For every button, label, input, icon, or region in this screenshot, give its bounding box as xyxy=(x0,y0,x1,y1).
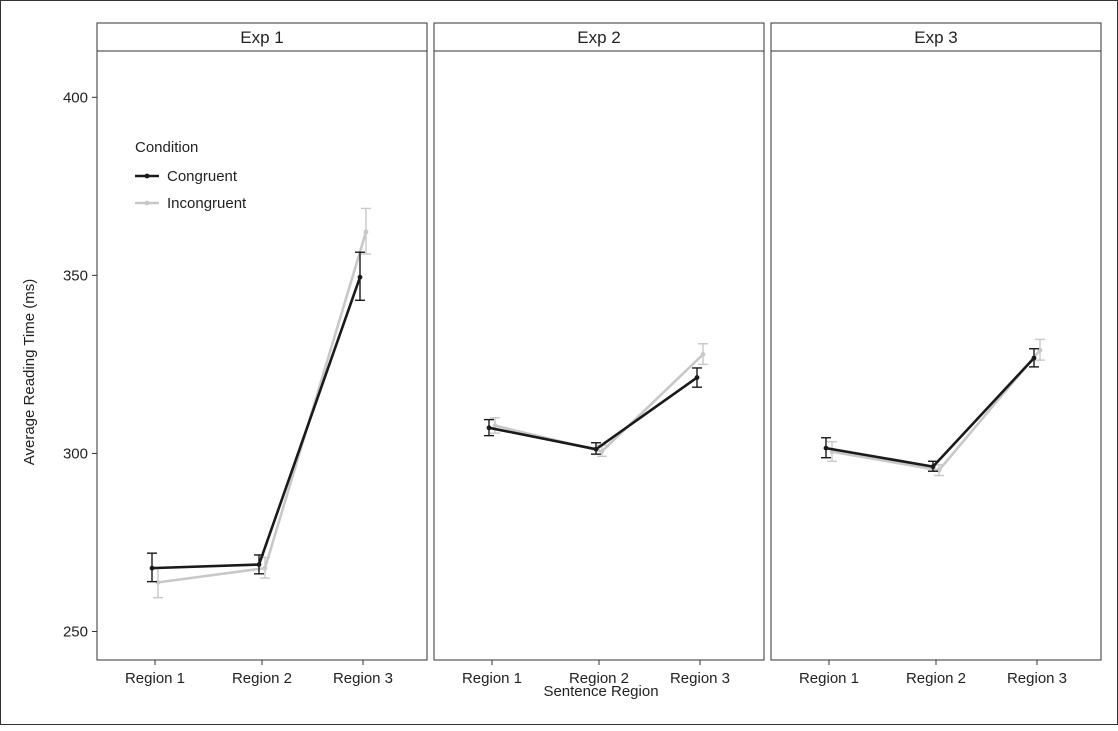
panel-plot-area xyxy=(433,50,765,661)
panel-exp-2: Exp 2 Region 1 Region 2 Region 3 xyxy=(433,22,765,687)
series-line xyxy=(494,353,704,453)
data-point-region-3 xyxy=(357,274,363,280)
x-tick-label-region-1: Region 1 xyxy=(799,670,859,687)
panel-exp-1: Exp 1 Region 1 Region 2 Region 3 xyxy=(96,22,428,687)
series-line xyxy=(157,231,368,584)
x-tick-label-region-1: Region 1 xyxy=(125,670,185,687)
panel-title: Exp 2 xyxy=(577,28,620,47)
y-axis: 250 300 350 400 xyxy=(63,89,97,641)
data-point-region-1 xyxy=(823,445,829,451)
y-tick-label-300: 300 xyxy=(63,445,88,462)
legend-title: Condition xyxy=(135,139,198,156)
data-point-region-3 xyxy=(363,229,369,235)
data-point-region-1 xyxy=(155,579,161,585)
y-tick-label-250: 250 xyxy=(63,624,88,641)
panels-layer: Exp 1 Region 1 Region 2 Region 3 Exp 2 Region… xyxy=(96,22,1102,687)
data-point-region-3 xyxy=(700,352,706,357)
y-tick-label-350: 350 xyxy=(63,267,88,284)
data-point-region-2 xyxy=(262,565,268,571)
x-axis-title: Sentence Region xyxy=(543,683,658,700)
series-congruent xyxy=(821,348,1039,472)
series-incongruent xyxy=(153,207,371,599)
panel-plot-area xyxy=(770,50,1102,661)
y-tick-label-400: 400 xyxy=(63,89,88,106)
data-point-region-2 xyxy=(599,448,605,454)
x-tick-label-region-3: Region 3 xyxy=(670,670,730,687)
x-tick-label-region-1: Region 1 xyxy=(462,670,522,687)
legend-marker-congruent xyxy=(144,173,150,179)
panel-exp-3: Exp 3 Region 1 Region 2 Region 3 xyxy=(770,22,1102,687)
data-point-region-3 xyxy=(1031,355,1037,361)
data-point-region-2 xyxy=(593,446,599,452)
x-tick-label-region-2: Region 2 xyxy=(906,670,966,687)
legend: Condition Congruent Incongruent xyxy=(135,139,247,212)
legend-label-congruent: Congruent xyxy=(167,168,238,185)
data-point-region-1 xyxy=(149,565,155,571)
series-congruent xyxy=(147,251,365,583)
panel-title: Exp 1 xyxy=(240,28,283,47)
panel-title: Exp 3 xyxy=(914,28,957,47)
series-line xyxy=(831,349,1041,472)
data-point-region-2 xyxy=(930,464,936,470)
data-point-region-1 xyxy=(492,423,498,429)
data-point-region-2 xyxy=(256,562,262,567)
x-tick-label-region-3: Region 3 xyxy=(333,670,393,687)
panel-strip xyxy=(96,22,428,52)
legend-label-incongruent: Incongruent xyxy=(167,195,247,212)
series-line xyxy=(825,357,1035,468)
y-axis-title: Average Reading Time (ms) xyxy=(21,279,38,465)
legend-marker-incongruent xyxy=(144,200,150,206)
x-tick-label-region-3: Region 3 xyxy=(1007,670,1067,687)
data-point-region-1 xyxy=(486,425,492,431)
series-congruent xyxy=(484,367,702,455)
panel-strip xyxy=(770,22,1102,52)
x-tick-label-region-2: Region 2 xyxy=(569,670,629,687)
x-tick-label-region-2: Region 2 xyxy=(232,670,292,687)
panel-strip xyxy=(433,22,765,52)
data-point-region-3 xyxy=(694,375,700,380)
series-line xyxy=(151,276,362,570)
series-incongruent xyxy=(490,343,708,457)
